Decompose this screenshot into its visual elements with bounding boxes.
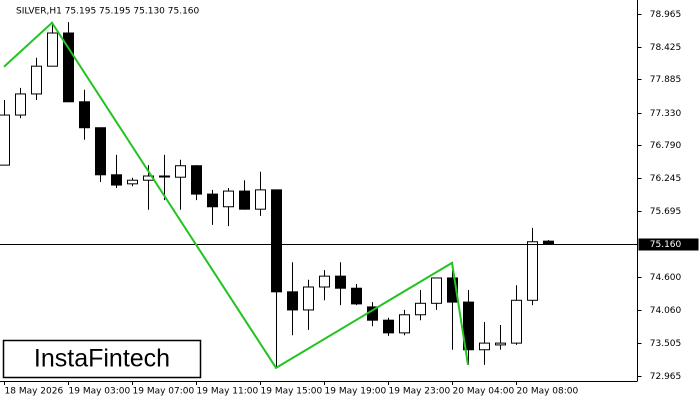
candle-body [415, 302, 426, 316]
y-tick-label: 75.695 [650, 207, 682, 217]
candle-body [255, 189, 266, 210]
y-tick-label: 73.505 [650, 339, 682, 349]
x-tick-label: 19 May 19:00 [325, 387, 387, 397]
candle-body [47, 32, 58, 67]
candle-body [239, 190, 250, 210]
candle-body [127, 179, 138, 185]
candle-body [399, 314, 410, 334]
candle-body [447, 277, 458, 303]
candle-body [479, 342, 490, 351]
y-tick-label: 77.330 [650, 109, 682, 119]
logo-text: InstaFintech [34, 345, 170, 373]
x-tick-label: 19 May 23:00 [389, 387, 451, 397]
y-tick-label: 76.790 [650, 141, 682, 151]
y-tick-label: 78.965 [650, 10, 682, 20]
candle-body [159, 175, 170, 178]
candle-body [319, 275, 330, 288]
x-tick-label: 19 May 07:00 [133, 387, 195, 397]
candle-body [271, 189, 282, 293]
candle-body [351, 287, 362, 305]
candle-body [223, 190, 234, 208]
candle-body [383, 319, 394, 334]
y-tick-label: 77.885 [650, 75, 682, 85]
candle-body [0, 114, 10, 166]
logo-box [2, 339, 202, 379]
candle-body [175, 165, 186, 178]
candle-body [303, 286, 314, 311]
candle-body [79, 101, 90, 129]
y-tick-label: 74.600 [650, 273, 682, 283]
candle-body [511, 299, 522, 344]
current-price-label: 75.160 [650, 240, 682, 250]
x-tick-label: 20 May 04:00 [453, 387, 515, 397]
x-tick-label: 19 May 03:00 [69, 387, 131, 397]
candle-body [287, 291, 298, 311]
y-tick-label: 76.245 [650, 174, 682, 184]
current-price-box [638, 238, 699, 251]
y-tick-label: 78.425 [650, 43, 682, 53]
candle-body [63, 32, 74, 103]
candle-body [95, 127, 106, 176]
candle-body [111, 174, 122, 186]
x-tick-label: 19 May 15:00 [261, 387, 323, 397]
x-tick-label: 18 May 2026 [5, 387, 64, 397]
chart-header: SILVER,H1 75.195 75.195 75.130 75.160 [16, 7, 200, 17]
x-tick-label: 20 May 08:00 [517, 387, 579, 397]
candle-body [335, 275, 346, 289]
pattern-line [3, 21, 469, 370]
y-tick-label: 72.965 [650, 372, 682, 382]
candle-body [191, 165, 202, 195]
candle-body [207, 193, 218, 208]
candle-body [431, 277, 442, 304]
candle-body [463, 301, 474, 351]
candle-body [495, 342, 506, 346]
candle-body [527, 241, 538, 301]
candle-body [543, 240, 554, 245]
candle-body [15, 93, 26, 116]
x-tick-label: 19 May 11:00 [197, 387, 259, 397]
y-tick-label: 74.060 [650, 306, 682, 316]
candle-body [31, 65, 42, 95]
